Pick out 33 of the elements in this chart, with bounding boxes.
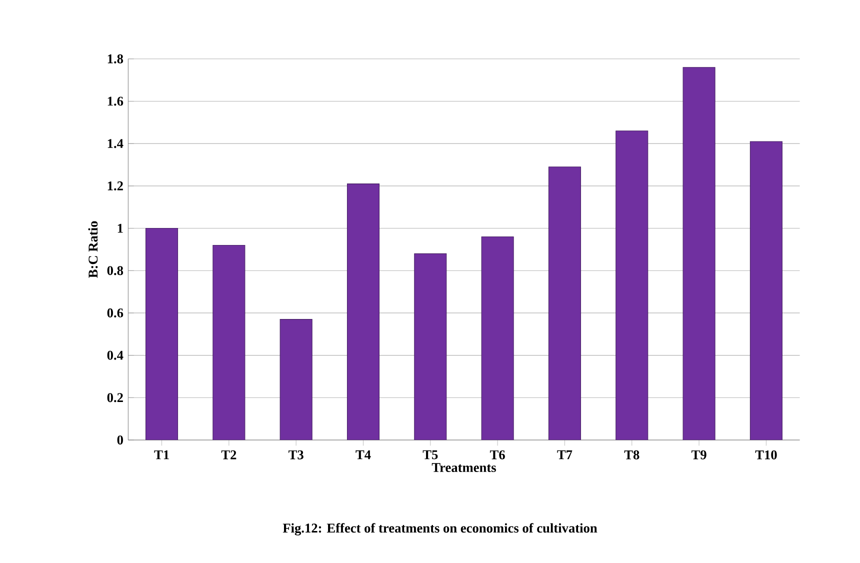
bar (346, 184, 380, 440)
bar (280, 319, 312, 440)
y-tick-label: 0.4 (107, 350, 124, 360)
y-tick-label: 0.8 (107, 266, 124, 276)
y-tick-label: 1.6 (108, 96, 124, 106)
y-tick-label: 1.4 (108, 139, 124, 148)
bar (212, 245, 246, 440)
bar (146, 228, 178, 440)
bar (616, 130, 648, 440)
x-tick-label: T4 (356, 450, 371, 460)
x-tick-label: T2 (221, 450, 236, 460)
x-tick-label: T7 (557, 450, 572, 460)
y-tick-label: 1.2 (108, 182, 123, 191)
y-tick-label: 1 (118, 224, 123, 233)
x-tick-label: T10 (755, 450, 777, 460)
y-tick-label: 0.2 (107, 393, 123, 402)
bar (481, 236, 514, 440)
caption: Fig.12: Effect of treatments on economics of cultivation (282, 523, 598, 536)
x-tick-label: T1 (154, 450, 169, 460)
bar (682, 67, 716, 440)
x-tick-label: T3 (288, 450, 304, 460)
x-axis-title: Treatments (432, 463, 496, 472)
x-tick-label: T6 (490, 450, 505, 460)
x-tick-label: T5 (422, 450, 438, 460)
bar (548, 166, 581, 440)
bar (414, 253, 447, 440)
y-tick-label: 1.8 (108, 54, 124, 64)
y-tick-label: 0.6 (107, 308, 124, 318)
y-tick-label: 0 (117, 436, 123, 445)
y-axis-title: B:C Ratio (88, 221, 98, 278)
x-tick-label: T9 (691, 450, 706, 460)
x-tick-label: T8 (624, 450, 640, 460)
bar (750, 141, 782, 440)
